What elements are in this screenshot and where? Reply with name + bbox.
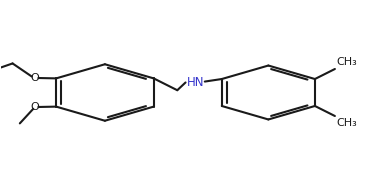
Text: CH₃: CH₃ bbox=[337, 118, 358, 128]
Text: O: O bbox=[31, 73, 40, 83]
Text: HN: HN bbox=[187, 76, 205, 89]
Text: O: O bbox=[31, 102, 40, 112]
Text: CH₃: CH₃ bbox=[337, 57, 358, 67]
